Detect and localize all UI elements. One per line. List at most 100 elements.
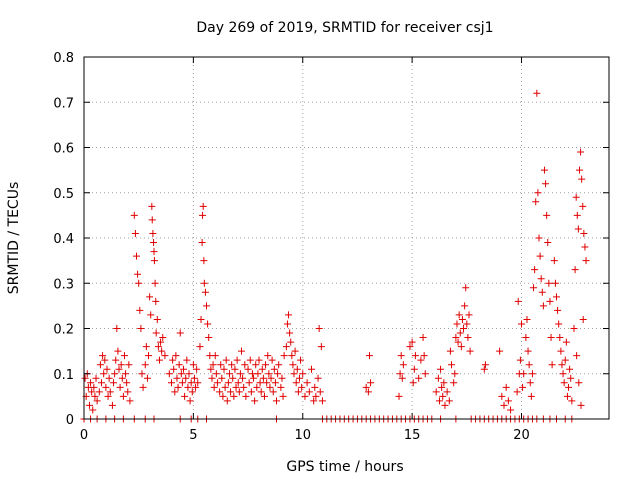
data-point [139,383,147,391]
data-point [525,361,533,369]
data-point [154,343,162,351]
data-point [532,198,540,206]
data-point [410,365,418,373]
data-point [143,374,151,382]
plot-frame [83,56,610,420]
data-point [110,379,118,387]
data-point [260,392,268,400]
data-point [574,225,582,233]
data-point [528,370,536,378]
data-point [577,401,585,409]
data-point [543,211,551,219]
data-point [239,374,247,382]
data-point [460,325,468,332]
data-point [527,392,535,400]
data-point [188,388,196,396]
data-point [579,202,587,210]
data-point [190,374,198,382]
data-point [398,374,406,382]
data-point [456,329,464,337]
data-point [544,239,552,247]
data-point [575,379,583,387]
data-point [228,361,236,369]
data-point [198,239,206,247]
data-point [199,211,207,219]
data-point [579,315,587,323]
data-point [558,361,566,369]
data-point [540,166,548,174]
data-point [152,329,160,337]
data-point [308,365,315,373]
data-point [514,297,522,305]
data-point [536,252,544,260]
data-point [274,370,282,378]
data-point [445,397,453,405]
data-point [102,383,110,391]
data-point [153,315,161,323]
data-point [246,356,254,364]
data-point [568,397,576,405]
data-point [133,252,140,260]
data-point [147,311,155,319]
data-point [95,388,103,396]
data-point [537,275,545,283]
data-point [87,379,95,387]
data-point [516,356,524,364]
data-point [451,370,459,378]
data-point [415,374,423,382]
data-point [203,302,210,310]
data-point [285,311,293,319]
y-tick-label: 0.5 [53,187,74,202]
data-point [265,370,273,378]
data-point [233,356,241,364]
data-point [227,388,235,396]
data-point [182,374,190,382]
data-point [289,361,297,369]
data-point [438,383,446,391]
data-point [149,229,157,237]
data-point [450,379,458,387]
data-point [117,361,125,369]
data-point [420,352,428,360]
data-point [562,338,570,346]
data-point [409,379,417,387]
data-point [432,388,440,396]
data-point [141,361,149,369]
data-point [266,383,274,391]
data-point [142,343,150,351]
data-point [250,374,258,382]
data-point [145,352,153,360]
data-point [280,352,288,360]
x-tick-label: 10 [294,428,311,443]
data-point [408,338,416,346]
data-point [155,356,163,364]
data-point [173,374,181,382]
data-point [122,370,130,378]
data-point [213,379,221,387]
data-point [85,401,93,409]
data-point [176,329,184,337]
data-point [269,388,277,396]
data-point [566,365,574,373]
data-point [443,388,451,396]
data-point [463,320,471,328]
data-point [196,343,204,351]
data-point [315,325,323,332]
data-point [454,338,462,346]
data-point [181,392,189,400]
data-point [518,320,525,328]
data-point [481,361,489,369]
data-point [231,365,239,373]
data-point [301,392,309,400]
data-point [526,379,534,387]
data-point [244,365,252,373]
data-point [120,352,128,360]
data-point [533,89,541,97]
data-point [150,239,158,247]
data-point [230,392,238,400]
data-point [553,293,560,301]
data-point [193,365,201,373]
data-point [225,370,233,378]
y-tick-label: 0.1 [53,368,74,383]
data-point [548,361,556,369]
